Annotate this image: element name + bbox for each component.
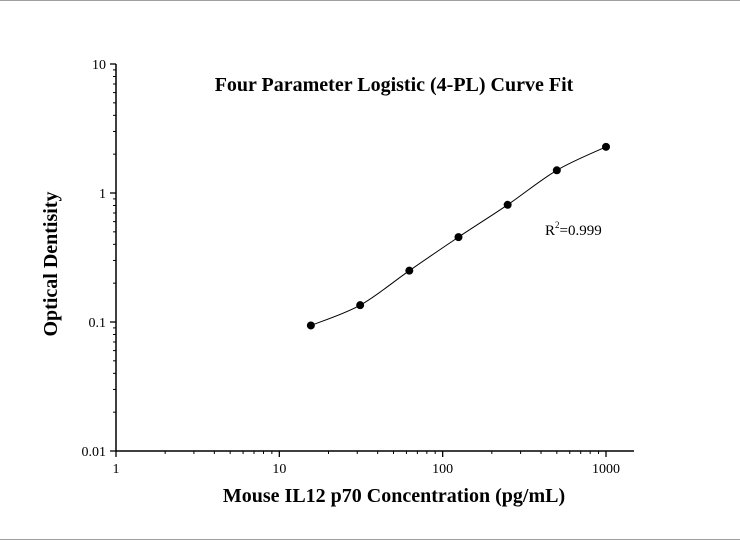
r-squared-value: =0.999	[560, 223, 602, 239]
y-tick-label: 1	[99, 187, 106, 202]
x-axis-label: Mouse IL12 p70 Concentration (pg/mL)	[223, 485, 565, 507]
x-tick-label: 1000	[592, 462, 620, 477]
data-point	[602, 142, 610, 151]
data-point	[405, 266, 414, 275]
data-point	[356, 301, 365, 310]
data-point	[552, 166, 561, 175]
data-point	[454, 233, 463, 242]
data-point	[306, 321, 315, 330]
y-axis-label: Optical Dentisity	[40, 192, 62, 337]
r-squared-prefix: R	[545, 223, 555, 239]
axes: 0.01 0.1 1 10 1 10 100 1000	[82, 58, 634, 477]
y-tick-label: 0.01	[82, 445, 107, 460]
y-tick-label: 10	[92, 58, 106, 73]
chart-title: Four Parameter Logistic (4-PL) Curve Fit	[215, 74, 574, 96]
data-points	[306, 142, 610, 330]
data-point	[503, 200, 512, 209]
x-tick-label: 10	[272, 462, 286, 477]
y-tick-label: 0.1	[89, 316, 107, 331]
x-tick-label: 1	[113, 462, 120, 477]
r-squared-annotation: R2=0.999	[545, 220, 602, 239]
x-tick-label: 100	[432, 462, 453, 477]
r-squared-superscript: 2	[555, 220, 560, 230]
